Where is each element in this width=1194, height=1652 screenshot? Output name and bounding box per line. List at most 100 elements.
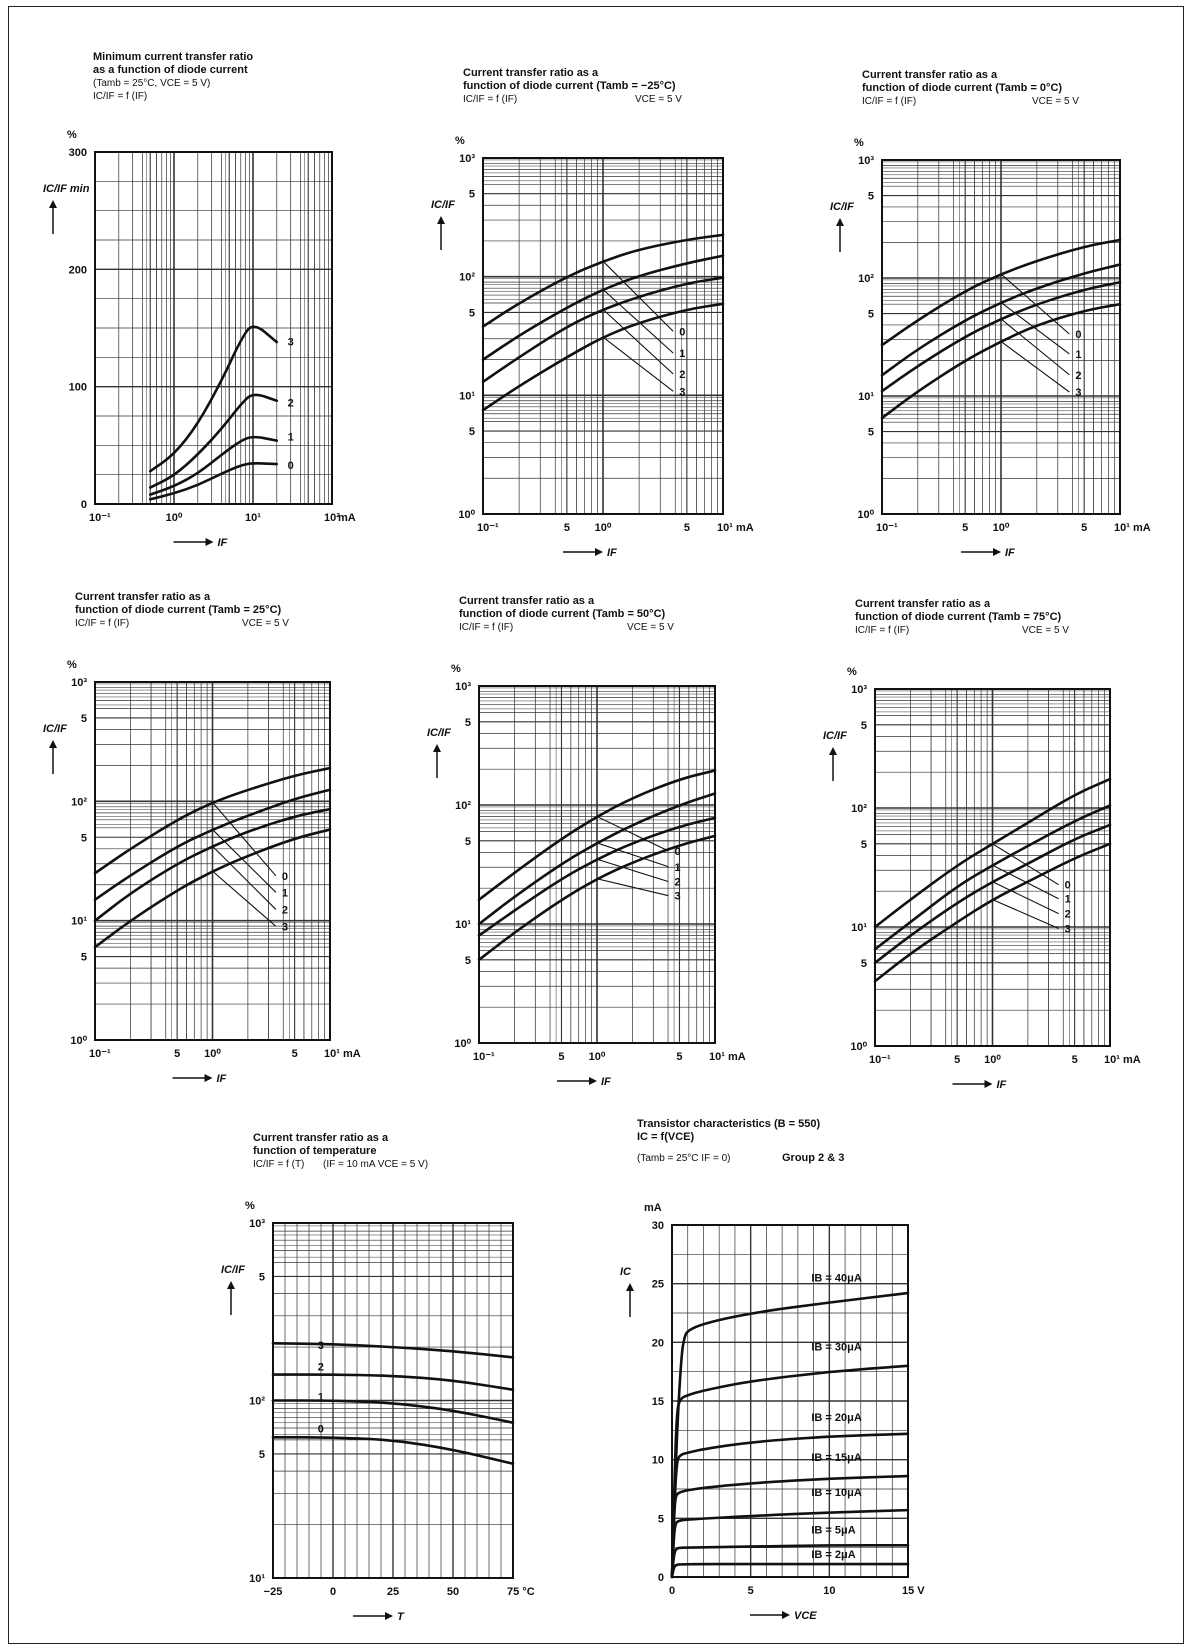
series-label: 2 — [1075, 370, 1081, 382]
y-tick-label: 10² — [249, 1396, 265, 1408]
series-label: 2 — [1065, 909, 1071, 921]
series-label: 0 — [318, 1424, 324, 1436]
y-tick-label: 5 — [469, 307, 475, 319]
y-tick-label: 10² — [851, 803, 867, 815]
series-label: 0 — [675, 846, 681, 858]
chart-p1: 10⁻¹ 10⁰ 10¹ 10² 0 100 200 300% mA IC/IF min IF Min… — [43, 51, 356, 549]
y-arrow-head — [433, 744, 441, 752]
y-axis-label: IC/IF — [830, 201, 854, 213]
series-label: IB = 15μA — [811, 1452, 862, 1464]
series-label: 2 — [675, 877, 681, 889]
y-tick-label: 10³ — [851, 684, 867, 696]
series-line-0 — [271, 1436, 515, 1466]
y-unit: % — [455, 135, 465, 147]
y-tick-label: 5 — [259, 1271, 265, 1283]
chart-title-line: as a function of diode current — [93, 64, 248, 76]
series-leader — [1000, 340, 1070, 393]
x-axis-label: IF — [218, 537, 228, 549]
x-tick-label: 5 — [1081, 522, 1087, 534]
x-tick-label: 5 — [174, 1048, 180, 1060]
y-unit: % — [847, 666, 857, 678]
x-axis-label: IF — [1005, 547, 1015, 559]
series-label: IB = 2μA — [811, 1549, 855, 1561]
chart-title-line: Current transfer ratio as a — [855, 598, 991, 610]
y-tick-label: 10³ — [455, 681, 471, 693]
y-tick-label: 10² — [455, 800, 471, 812]
y-unit: % — [67, 659, 77, 671]
chart-title-line: function of temperature — [253, 1145, 376, 1157]
plot-frame — [478, 685, 716, 1044]
series-label: 3 — [282, 921, 288, 933]
x-tick-label: 10⁻¹ — [89, 1048, 111, 1060]
y-tick-label: 30 — [652, 1220, 664, 1232]
series-line-3 — [148, 325, 279, 473]
x-arrow-head — [595, 548, 603, 556]
series-label: 0 — [1065, 880, 1071, 892]
y-tick-label: 5 — [861, 720, 867, 732]
x-tick-label: 5 — [1072, 1054, 1078, 1066]
y-tick-label: 5 — [465, 955, 471, 967]
y-unit: % — [67, 129, 77, 141]
y-tick-label: 5 — [81, 713, 87, 725]
chart-title-line: IC = f(VCE) — [637, 1131, 694, 1143]
chart-title-line: Current transfer ratio as a — [253, 1132, 389, 1144]
y-tick-label: 10¹ — [71, 916, 87, 928]
y-tick-label: 10³ — [71, 677, 87, 689]
y-arrow-head — [836, 218, 844, 226]
x-axis-label: VCE — [794, 1610, 817, 1622]
x-axis-label: T — [397, 1611, 405, 1623]
y-arrow-head — [437, 216, 445, 224]
x-arrow-head — [204, 1074, 213, 1082]
series-label: 0 — [282, 871, 288, 883]
series-label: 1 — [1075, 349, 1081, 361]
y-tick-label: 10⁰ — [458, 509, 475, 521]
y-axis-label: IC/IF — [427, 727, 451, 739]
y-unit: mA — [644, 1202, 662, 1214]
series-label: 1 — [288, 432, 294, 444]
x-tick-label: 10⁰ — [204, 1048, 221, 1060]
series-line-3 — [481, 302, 725, 412]
chart-title-line: IC/IF = f (IF) — [862, 96, 916, 107]
x-tick-label: 5 — [748, 1585, 754, 1597]
series-line-IB---15-A — [670, 1474, 910, 1579]
y-tick-label: 10¹ — [459, 390, 475, 402]
y-tick-label: 10¹ — [455, 919, 471, 931]
x-tick-label: −25 — [264, 1586, 283, 1598]
chart-title-line: Current transfer ratio as a — [75, 591, 211, 603]
series-label: 1 — [679, 348, 685, 360]
y-tick-label: 10 — [652, 1455, 664, 1467]
series-leader — [992, 899, 1059, 929]
y-axis-label: IC/IF min — [43, 183, 90, 195]
series-leader — [602, 336, 674, 392]
y-tick-label: 10³ — [858, 155, 874, 167]
series-label: 1 — [318, 1392, 324, 1404]
x-tick-label: 5 — [564, 522, 570, 534]
x-axis-label: IF — [607, 547, 617, 559]
x-tick-label: 10¹ mA — [717, 522, 754, 534]
series-label: 2 — [282, 904, 288, 916]
y-arrow-head — [49, 740, 57, 748]
chart-group-label: Group 2 & 3 — [782, 1152, 844, 1164]
y-tick-label: 10¹ — [851, 922, 867, 934]
series-line-3 — [271, 1342, 515, 1359]
y-tick-label: 5 — [868, 427, 874, 439]
chart-vce-note: (IF = 10 mA VCE = 5 V) — [323, 1159, 428, 1170]
series-leader — [596, 816, 669, 852]
x-tick-label: 5 — [684, 522, 690, 534]
plot-frame — [482, 157, 724, 515]
series-leader — [596, 878, 669, 897]
x-tick-label: 5 — [676, 1051, 682, 1063]
plot-frame — [881, 159, 1121, 515]
x-axis-label: IF — [997, 1079, 1007, 1091]
chart-title-line: IC/IF = f (T) — [253, 1159, 304, 1170]
y-tick-label: 10² — [459, 272, 475, 284]
chart-title-line: function of diode current (Tamb = 0°C) — [862, 82, 1062, 94]
grid — [671, 1224, 909, 1578]
series-leader — [212, 802, 277, 877]
series-leader — [1000, 302, 1070, 355]
y-unit: % — [451, 663, 461, 675]
x-tick-label: 25 — [387, 1586, 399, 1598]
x-tick-label: 10¹ — [245, 512, 261, 524]
chart-title-line: function of diode current (Tamb = 50°C) — [459, 608, 666, 620]
y-axis-label: IC/IF — [431, 199, 455, 211]
